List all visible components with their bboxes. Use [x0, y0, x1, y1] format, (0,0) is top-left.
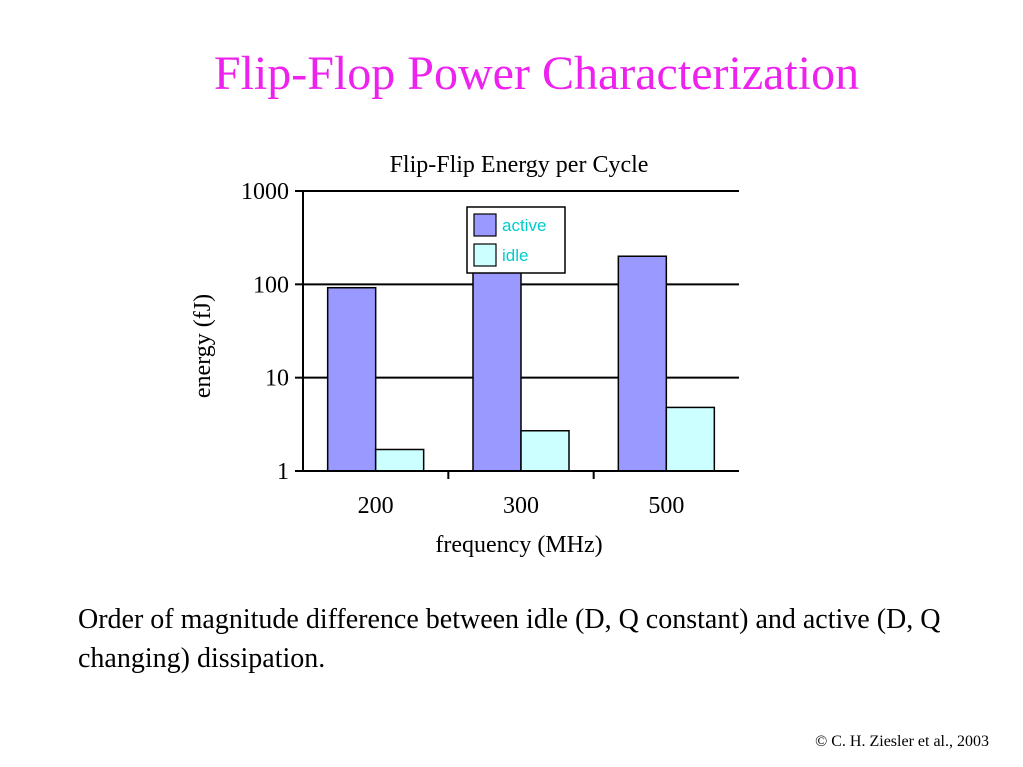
bar-idle-300 [520, 429, 570, 472]
axes [295, 190, 739, 479]
x-axis-label: frequency (MHz) [435, 532, 602, 558]
bar-idle-500 [665, 406, 716, 472]
y-tick-label: 10 [265, 366, 289, 392]
legend-swatch-idle [473, 243, 497, 267]
copyright-notice: © C. H. Ziesler et al., 2003 [815, 733, 989, 750]
x-tick-label: 500 [648, 493, 684, 519]
bar-active-200 [326, 286, 377, 472]
y-tick-label: 1 [277, 459, 289, 485]
legend-swatch-active [473, 213, 497, 237]
x-tick-label: 300 [503, 493, 539, 519]
bars [326, 255, 716, 472]
body-text: Order of magnitude difference between id… [78, 604, 941, 674]
y-tick-label: 1000 [241, 179, 289, 205]
legend: active idle [466, 206, 566, 274]
bar-active-500 [617, 255, 668, 472]
slide-title: Flip-Flop Power Characterization [213, 47, 860, 100]
y-tick-label: 100 [253, 272, 289, 298]
legend-label-active: active [502, 216, 546, 235]
bar-idle-200 [374, 448, 425, 472]
chart-title: Flip-Flip Energy per Cycle [390, 152, 649, 178]
bar-active-300 [472, 271, 522, 472]
x-tick-label: 200 [358, 493, 394, 519]
legend-label-idle: idle [502, 246, 528, 265]
y-tick-labels: 1 10 100 1000 [241, 179, 289, 485]
y-axis-label: energy (fJ) [190, 294, 216, 398]
x-tick-labels: 200 300 500 [358, 493, 685, 519]
